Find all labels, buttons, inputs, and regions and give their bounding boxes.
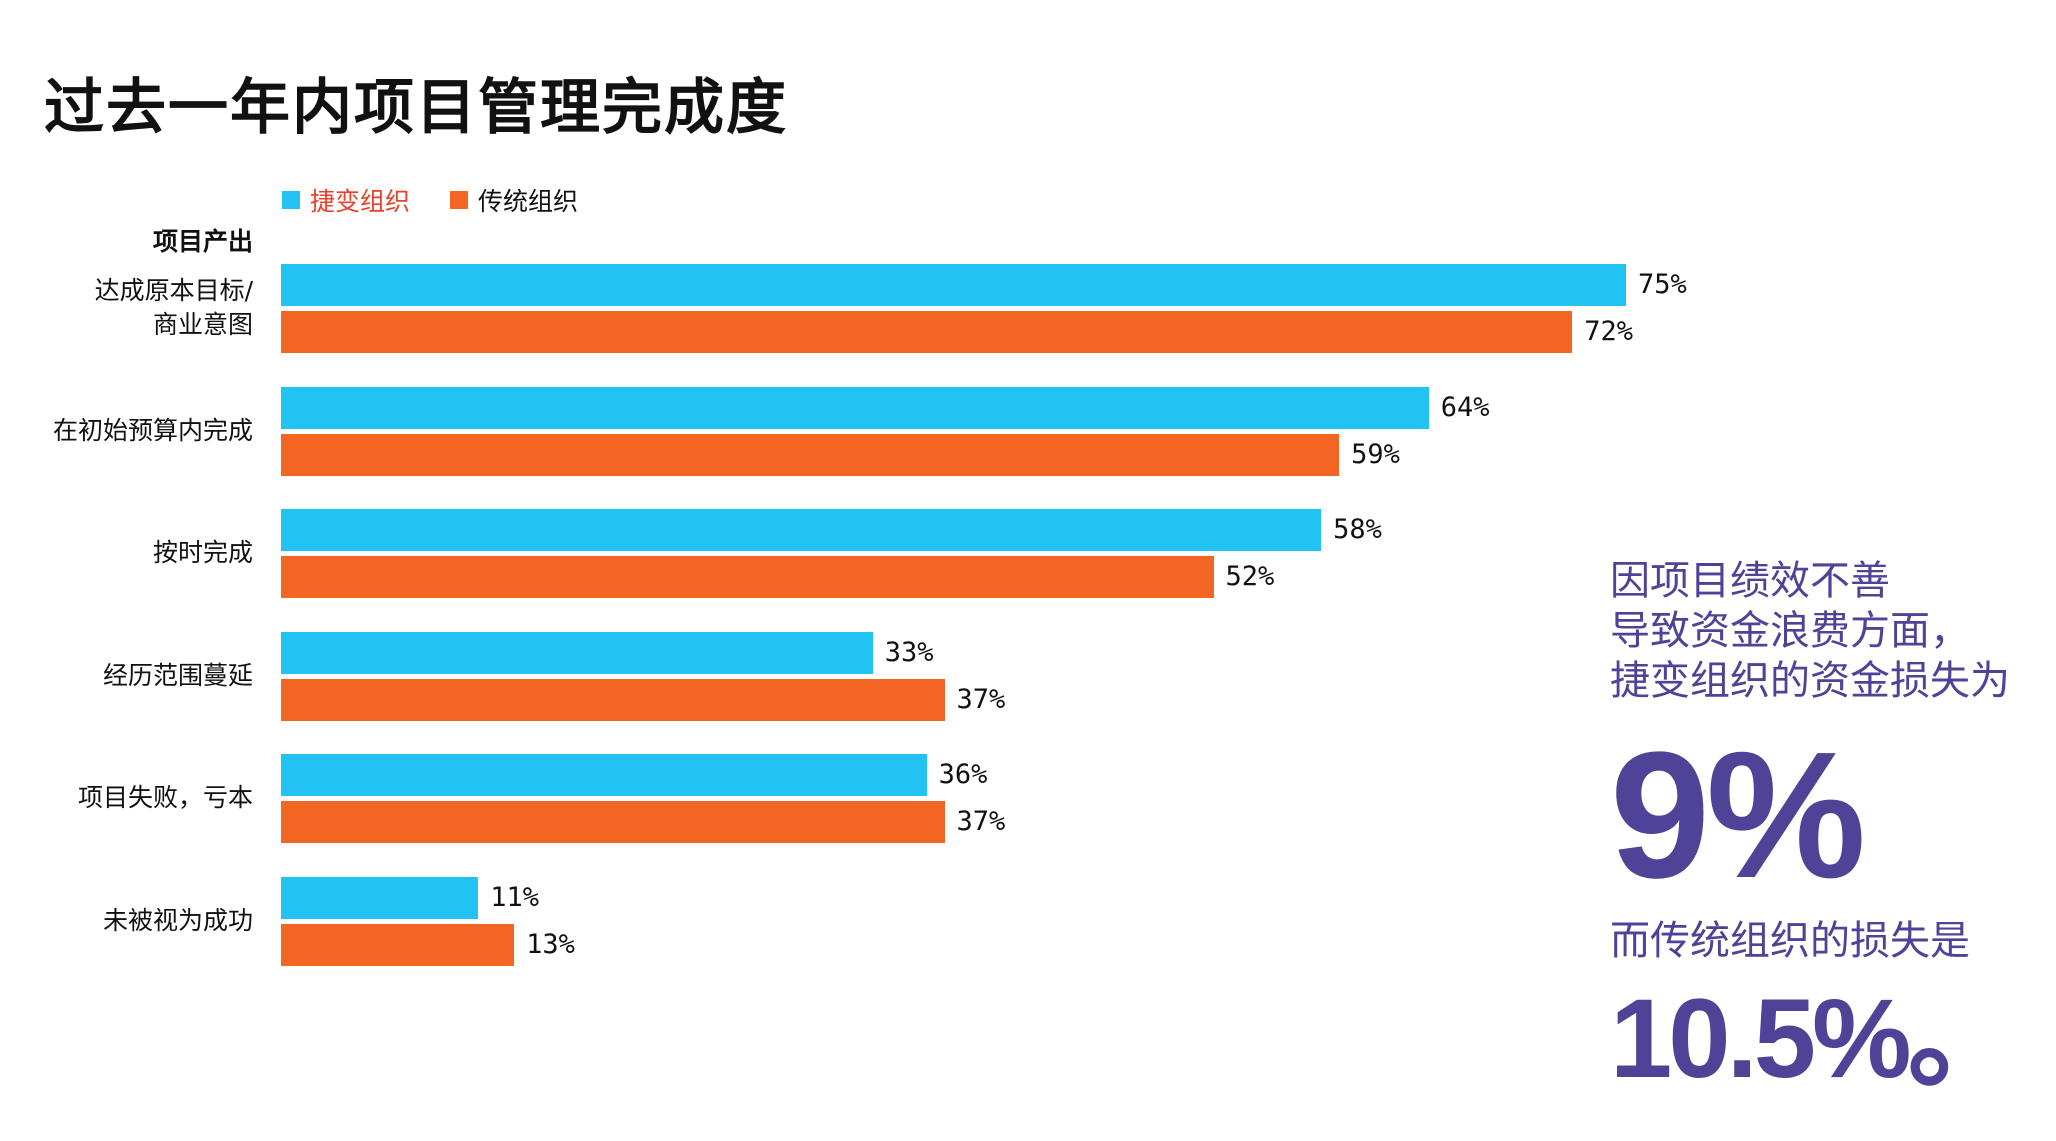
legend: 捷变组织 传统组织 [282,182,578,218]
bar-agile [281,509,1322,551]
section-label: 项目产出 [152,227,253,256]
data-label: 33% [884,636,934,668]
legend-swatch-traditional [450,191,469,209]
category-label: 在初始预算内完成 [52,415,253,445]
data-label: 36% [938,759,988,790]
category-label: 未被视为成功 [102,905,253,935]
bar-traditional [281,923,515,966]
bar-agile [281,876,479,919]
callout-line-3: 捷变组织的资金损失为 [1610,656,2016,706]
data-label: 13% [526,928,575,960]
data-label: 72% [1584,316,1633,347]
bar-traditional [281,433,1340,476]
category-label: 项目失败，亏本 [77,783,253,812]
category-label: 达成原本目标/ 商业意图 [94,276,253,339]
callout-middle: 而传统组织的损失是 [1610,918,1970,964]
traditional-loss-value: 10.5%。 [1610,976,2020,1101]
bar-agile [281,631,873,674]
data-label: 64% [1440,391,1490,423]
bar-agile [281,754,927,796]
bar-traditional [281,311,1573,353]
category-label: 经历范围蔓延 [102,660,253,690]
data-label: 37% [956,806,1006,837]
callout-line-3-rest: 的资金损失为 [1770,658,2010,704]
bar-traditional [281,801,945,843]
data-label: 52% [1225,561,1275,592]
callout-highlight: 捷变组织 [1610,658,1770,704]
category-label: 按时完成 [152,538,253,567]
callout: 因项目绩效不善 导致资金浪费方面， 捷变组织的资金损失为 9% 而传统组织的损失… [1610,556,2020,1104]
data-label: 59% [1351,438,1400,470]
legend-item-traditional: 传统组织 [450,182,578,218]
callout-line-2: 导致资金浪费方面， [1610,608,1970,654]
bar-traditional [281,678,945,721]
data-label: 11% [490,881,540,913]
callout-line-1: 因项目绩效不善 [1610,558,1890,604]
legend-label-traditional: 传统组织 [478,187,579,216]
legend-swatch-agile [282,191,300,209]
legend-item-agile: 捷变组织 [282,182,410,218]
data-label: 75% [1638,269,1687,300]
agile-loss-value: 9% [1610,715,1866,916]
bar-agile [281,264,1626,306]
data-label: 58% [1333,514,1382,545]
legend-label-agile: 捷变组织 [310,187,411,216]
data-label: 37% [956,683,1006,715]
bar-agile [281,386,1429,429]
bar-traditional [281,556,1214,598]
chart-title: 过去一年内项目管理完成度 [44,73,788,143]
